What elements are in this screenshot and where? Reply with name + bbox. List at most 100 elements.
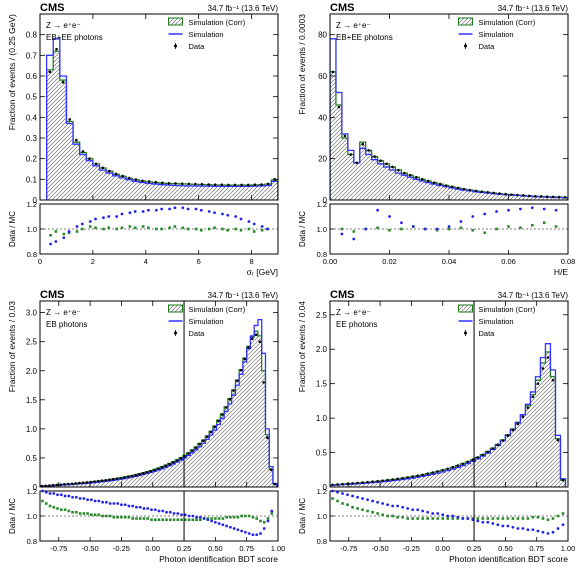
ratio-sim-corr-point	[401, 515, 404, 519]
data-point	[336, 483, 339, 486]
ratio-sim-corr-point	[59, 508, 63, 512]
ratio-sim-corr-point	[161, 518, 165, 522]
ratio-sim-point	[183, 513, 187, 517]
sim-corr-bar	[137, 473, 142, 487]
sim-corr-bar	[152, 182, 159, 200]
ratio-sim-point	[52, 492, 56, 495]
ratio-sim-corr-point	[168, 226, 171, 230]
sim-corr-bar	[555, 438, 561, 487]
data-point	[510, 193, 513, 196]
ratio-sim-corr-point	[346, 503, 349, 507]
sim-corr-bar	[425, 473, 431, 487]
ratio-sim-point	[191, 514, 195, 518]
sim-corr-bar	[526, 195, 533, 200]
sim-corr-bar	[242, 357, 247, 487]
ratio-sim-point	[180, 513, 183, 517]
ratio-sim-corr-point	[49, 233, 52, 237]
sim-corr-bar	[79, 152, 87, 200]
sim-corr-bar	[265, 434, 270, 487]
ratio-sim-point	[391, 504, 395, 508]
ratio-sim-point	[542, 207, 546, 211]
ratio-y-axis-label: Data / MC	[8, 211, 17, 247]
sim-corr-bar	[160, 466, 165, 487]
data-point	[63, 483, 66, 486]
ratio-sim-point	[381, 502, 385, 505]
y-axis-label: Fraction of events / 0.04	[297, 301, 307, 392]
data-point	[486, 450, 490, 454]
data-point	[366, 480, 369, 484]
sim-corr-bar	[440, 470, 446, 487]
main-plot-area	[330, 38, 568, 200]
sim-corr-bar	[156, 467, 161, 487]
data-point	[130, 474, 134, 478]
x-axis-label: Photon identification BDT score	[159, 554, 278, 564]
ratio-sim-corr-point	[181, 226, 185, 230]
ratio-sim-point	[266, 227, 269, 231]
ratio-sim-point	[138, 505, 142, 509]
panel-h-over-e: 0 20 40 60 80 Fraction of events / 0.0003 CMS 3…	[290, 0, 580, 287]
data-point	[94, 162, 98, 166]
sim-corr-bar	[335, 484, 341, 487]
data-point	[551, 195, 555, 199]
legend-data-label: Data	[479, 42, 496, 51]
ratio-sim-point	[168, 510, 172, 514]
sim-corr-bar	[198, 184, 206, 200]
ratio-sim-corr-point	[86, 512, 89, 515]
data-point	[59, 483, 62, 486]
data-point	[361, 481, 364, 484]
data-point	[187, 452, 190, 455]
data-point	[44, 484, 47, 487]
ratio-sim-point	[556, 527, 560, 530]
ratio-sim-point	[75, 225, 79, 228]
ratio-sim-corr-point	[75, 230, 79, 233]
x-axis-label: σᵣ [GeV]	[247, 267, 278, 277]
sim-corr-bar	[92, 163, 100, 200]
data-point	[516, 422, 520, 426]
ratio-sim-point	[526, 528, 530, 532]
sim-corr-bar	[410, 476, 416, 487]
ratio-sim-point	[386, 503, 390, 507]
data-point	[88, 157, 91, 160]
sim-corr-bar	[254, 331, 258, 487]
ratio-sim-corr-point	[391, 514, 394, 518]
data-point	[561, 478, 565, 482]
legend-sim-label: Simulation	[479, 30, 514, 39]
ratio-sim-point	[67, 230, 71, 233]
sim-corr-bar	[485, 451, 491, 487]
sim-corr-bar	[435, 471, 441, 487]
ratio-sim-point	[71, 495, 74, 499]
ratio-sim-point	[262, 527, 266, 530]
sim-corr-bar	[178, 183, 186, 200]
x-tick-label: 0.02	[382, 257, 397, 266]
sim-corr-bar	[515, 422, 521, 487]
legend-sim-corr-label: Simulation (Corr)	[479, 305, 536, 314]
sim-corr-bar	[490, 448, 496, 487]
sim-corr-bar	[380, 480, 386, 487]
ratio-sim-point	[441, 513, 445, 517]
data-point	[213, 425, 217, 429]
ratio-sim-corr-point	[184, 518, 187, 522]
data-point	[194, 182, 197, 186]
data-point	[123, 476, 126, 479]
ratio-sim-corr-point	[483, 231, 486, 235]
data-point	[456, 186, 460, 190]
ratio-sim-point	[366, 498, 369, 502]
data-point	[209, 430, 213, 434]
sim-corr-bar	[112, 174, 120, 200]
sim-corr-bar	[385, 480, 391, 487]
legend-sim-label: Simulation	[189, 30, 224, 39]
data-point	[115, 477, 119, 480]
data-point	[108, 169, 111, 173]
ratio-sim-corr-point	[431, 517, 435, 520]
sim-corr-bar	[455, 465, 461, 487]
ratio-sim-point	[80, 222, 84, 226]
y-tick-label: 0.3	[26, 134, 38, 143]
data-point	[438, 182, 442, 186]
data-point	[78, 481, 81, 485]
lumi-label: 34.7 fb⁻¹ (13.6 TeV)	[208, 291, 279, 300]
sim-corr-bar	[413, 177, 420, 200]
ratio-sim-corr-point	[255, 517, 259, 520]
data-point	[235, 379, 239, 382]
ratio-sim-corr-point	[511, 517, 515, 520]
ratio-y-tick-label: 0.8	[27, 537, 37, 546]
